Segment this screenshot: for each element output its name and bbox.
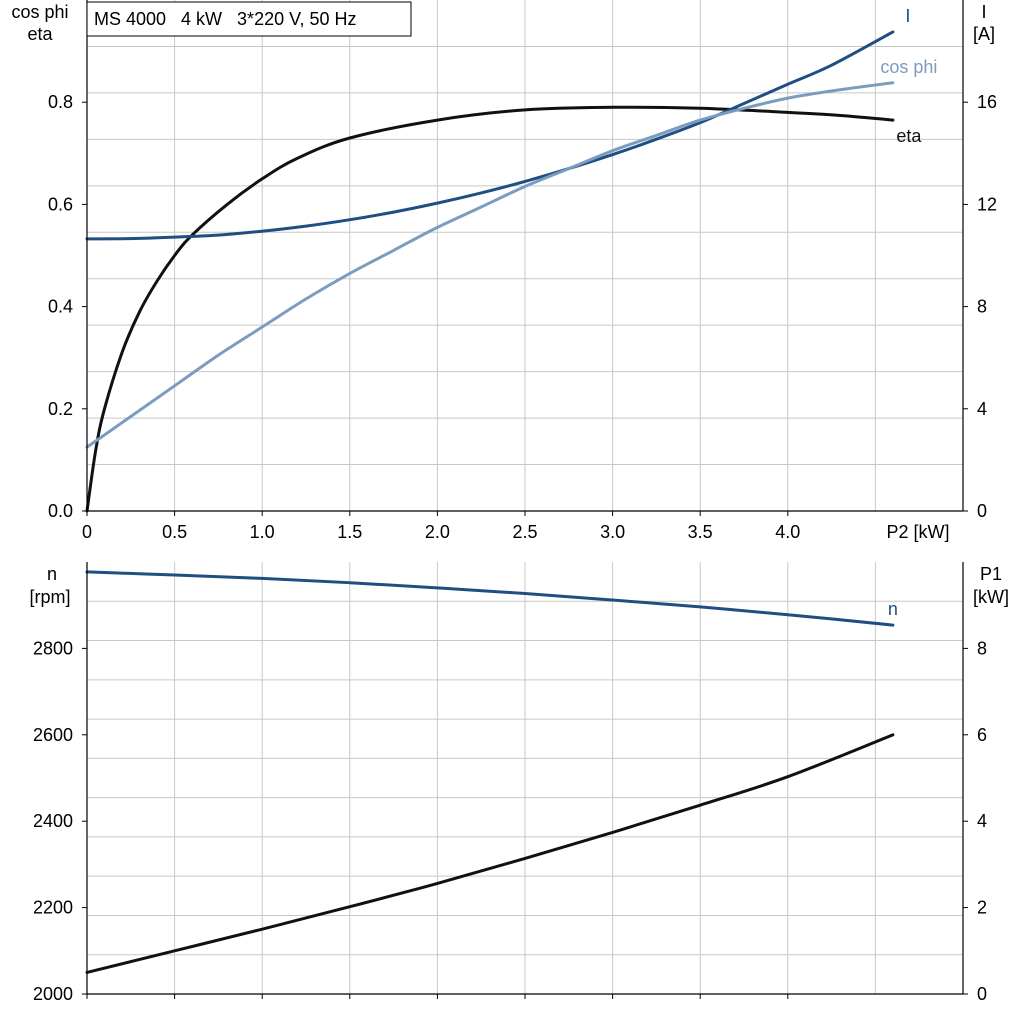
top-x-axis-label: P2 [kW]: [886, 522, 949, 542]
right-y-tick-label: 16: [977, 92, 997, 112]
left-y-tick-label: 0.8: [48, 92, 73, 112]
top-left-axis-label-line2: eta: [27, 24, 53, 44]
x-tick-label: 0: [82, 522, 92, 542]
series-label-n: n: [888, 599, 898, 619]
series-line-cos-phi: [85, 81, 895, 449]
bottom-chart-grid: [87, 562, 963, 994]
series-label-i: I: [905, 6, 910, 26]
left-y-tick-label: 2400: [33, 811, 73, 831]
chart-title-box: MS 4000 4 kW 3*220 V, 50 Hz: [86, 1, 412, 37]
right-y-tick-label: 8: [977, 638, 987, 658]
top-chart-series: [85, 30, 895, 513]
x-tick-label: 0.5: [162, 522, 187, 542]
top-chart-ticks: 0 0.5 1.0 1.5 2.0 2.5 3.0 3.5 4.0 0.0 0.2 0.4 0.6 0.8…: [48, 92, 997, 542]
left-y-tick-label: 2200: [33, 898, 73, 918]
series-label-eta: eta: [896, 126, 922, 146]
series-line-p1: [85, 733, 895, 974]
x-tick-label: 2.0: [425, 522, 450, 542]
right-y-tick-label: 6: [977, 725, 987, 745]
right-y-tick-label: 8: [977, 297, 987, 317]
right-y-tick-label: 4: [977, 811, 987, 831]
right-y-tick-label: 0: [977, 984, 987, 1004]
right-y-tick-label: 4: [977, 399, 987, 419]
left-y-tick-label: 0.4: [48, 297, 73, 317]
x-tick-label: 1.0: [250, 522, 275, 542]
right-y-tick-label: 2: [977, 898, 987, 918]
top-chart-grid: [87, 0, 963, 511]
bottom-left-axis-label-line1: n: [47, 564, 57, 584]
series-line-eta: [85, 105, 895, 513]
x-tick-label: 2.5: [512, 522, 537, 542]
bottom-chart-ticks: 2000 2200 2400 2600 2800 0 2 4 6 8: [33, 638, 987, 1004]
bottom-right-axis-label-line2: [kW]: [973, 587, 1009, 607]
right-y-tick-label: 0: [977, 501, 987, 521]
bottom-chart-series-labels: n: [888, 599, 898, 619]
right-y-tick-label: 12: [977, 194, 997, 214]
chart-title: MS 4000 4 kW 3*220 V, 50 Hz: [94, 9, 356, 29]
top-right-axis-label-line1: I: [981, 2, 986, 22]
left-y-tick-label: 2800: [33, 638, 73, 658]
left-y-tick-label: 0.0: [48, 501, 73, 521]
top-right-axis-label-line2: [A]: [973, 24, 995, 44]
bottom-right-axis-label-line1: P1: [980, 564, 1002, 584]
bottom-left-axis-label-line2: [rpm]: [29, 587, 70, 607]
left-y-tick-label: 2000: [33, 984, 73, 1004]
left-y-tick-label: 2600: [33, 725, 73, 745]
series-line-i: [85, 30, 895, 241]
x-tick-label: 1.5: [337, 522, 362, 542]
left-y-tick-label: 0.2: [48, 399, 73, 419]
x-tick-label: 3.5: [688, 522, 713, 542]
series-line-n: [85, 570, 895, 627]
top-left-axis-label-line1: cos phi: [11, 2, 68, 22]
x-tick-label: 4.0: [775, 522, 800, 542]
x-tick-label: 3.0: [600, 522, 625, 542]
series-label-cos-phi: cos phi: [880, 57, 937, 77]
left-y-tick-label: 0.6: [48, 194, 73, 214]
bottom-chart-series: [85, 570, 895, 974]
